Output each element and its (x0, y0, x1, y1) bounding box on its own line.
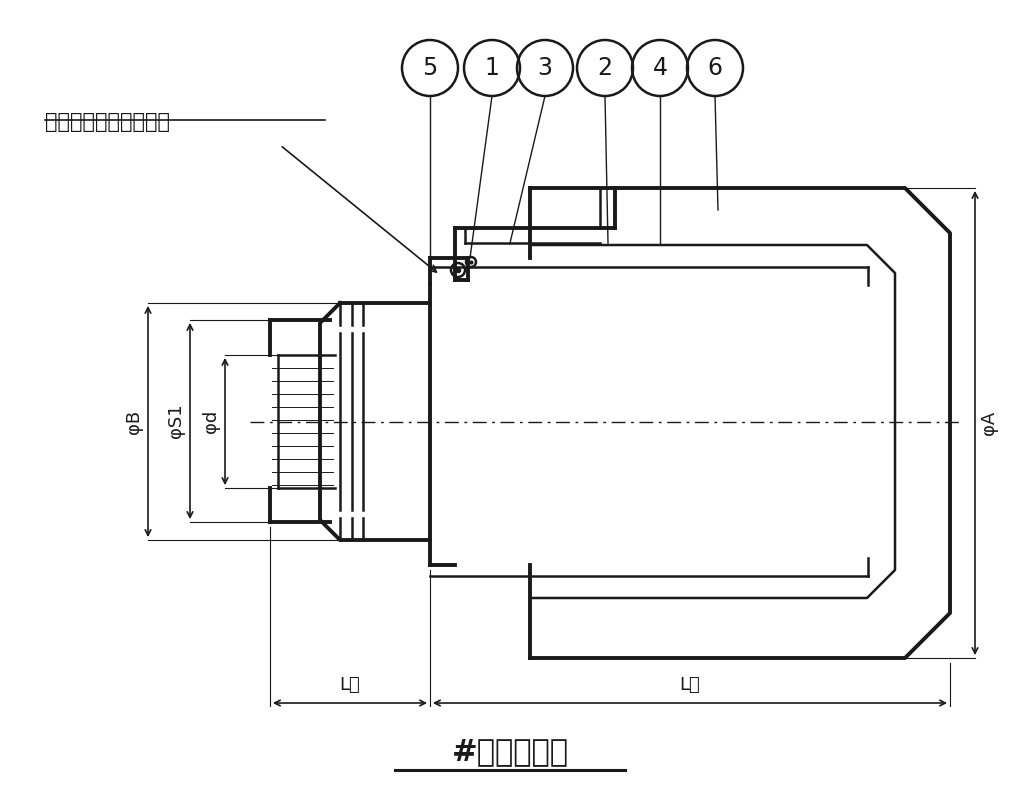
Text: 6: 6 (707, 56, 722, 80)
Text: 3: 3 (537, 56, 552, 80)
Text: 1: 1 (485, 56, 499, 80)
Text: φB: φB (125, 409, 143, 433)
Text: 2: 2 (597, 56, 612, 80)
Text: φS1: φS1 (167, 404, 185, 438)
Text: L２: L２ (680, 676, 700, 694)
Text: 4: 4 (652, 56, 667, 80)
Text: #３０～５０: #３０～５０ (451, 738, 569, 767)
Text: L１: L１ (339, 676, 361, 694)
Text: 5: 5 (422, 56, 437, 80)
Text: φA: φA (980, 411, 998, 435)
Text: ノックアウト接続ねじ: ノックアウト接続ねじ (45, 112, 170, 132)
Text: φd: φd (202, 410, 220, 433)
